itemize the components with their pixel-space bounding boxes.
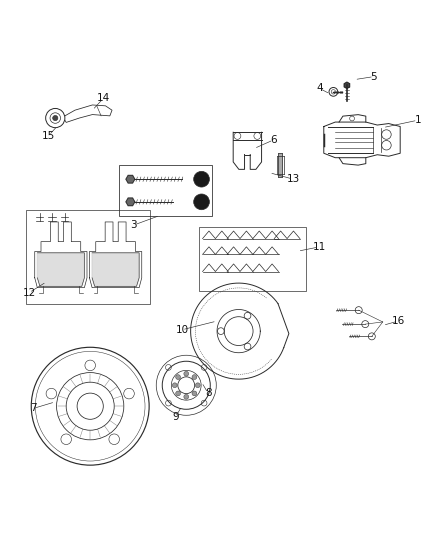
- Circle shape: [192, 391, 197, 396]
- Text: 10: 10: [175, 325, 188, 335]
- Text: 9: 9: [172, 412, 179, 422]
- Text: 4: 4: [316, 83, 323, 93]
- Text: 11: 11: [313, 242, 326, 252]
- Text: 13: 13: [286, 174, 300, 184]
- Text: 14: 14: [97, 93, 110, 103]
- Text: 6: 6: [270, 135, 277, 145]
- Circle shape: [184, 394, 189, 399]
- Polygon shape: [92, 253, 139, 286]
- Polygon shape: [37, 253, 85, 286]
- Text: 12: 12: [22, 288, 36, 298]
- Circle shape: [176, 375, 180, 379]
- Bar: [199, 227, 306, 290]
- Bar: [119, 165, 212, 216]
- Text: 3: 3: [131, 220, 137, 230]
- Text: 7: 7: [30, 403, 37, 414]
- Circle shape: [195, 383, 200, 387]
- Polygon shape: [344, 82, 350, 88]
- Text: 5: 5: [371, 71, 377, 82]
- Text: 1: 1: [414, 115, 421, 125]
- Circle shape: [192, 375, 197, 379]
- Circle shape: [53, 116, 58, 120]
- Circle shape: [194, 194, 209, 209]
- Text: 16: 16: [392, 316, 405, 326]
- Polygon shape: [126, 198, 135, 206]
- Circle shape: [184, 372, 189, 376]
- Circle shape: [176, 391, 180, 396]
- Text: 8: 8: [205, 388, 212, 398]
- Bar: [26, 210, 150, 304]
- Polygon shape: [126, 175, 135, 183]
- Circle shape: [172, 383, 177, 387]
- Text: 15: 15: [42, 131, 55, 141]
- Circle shape: [194, 171, 209, 187]
